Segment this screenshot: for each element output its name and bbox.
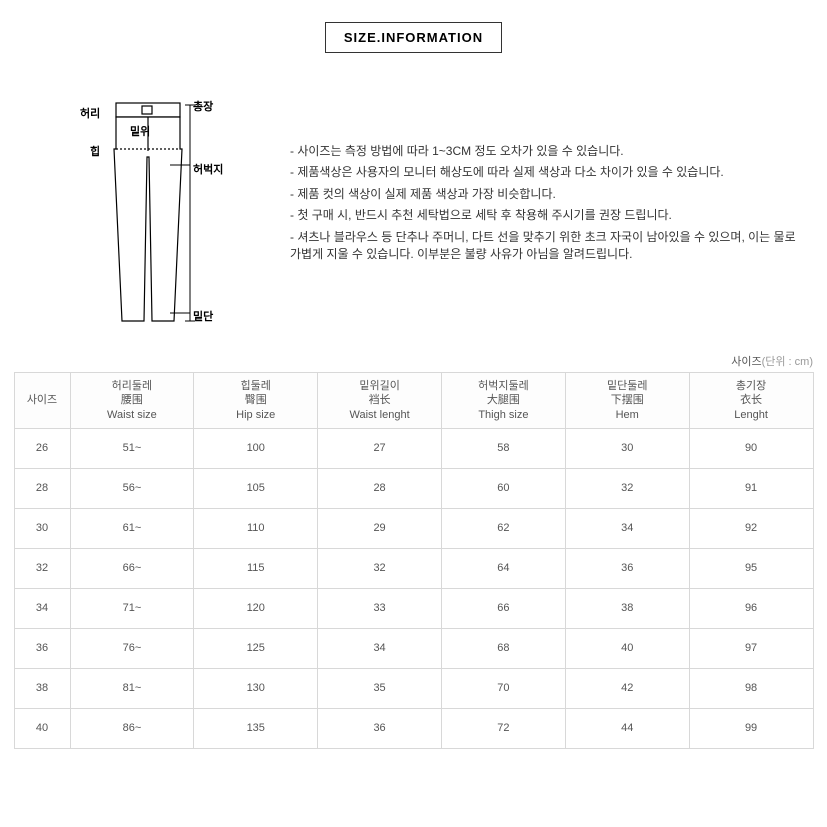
table-cell: 51~ bbox=[70, 428, 194, 468]
table-cell: 32 bbox=[318, 548, 442, 588]
table-row: 3061~11029623492 bbox=[14, 508, 813, 548]
table-cell: 72 bbox=[441, 708, 565, 748]
table-cell: 32 bbox=[565, 468, 689, 508]
col-hip: 힙둘레臀围Hip size bbox=[194, 373, 318, 429]
table-caption: 사이즈(단위 : cm) bbox=[0, 353, 827, 372]
note-line-4: - 첫 구매 시, 반드시 추천 세탁법으로 세탁 후 착용해 주시기를 권장 … bbox=[290, 207, 797, 224]
col-length: 총기장衣长Lenght bbox=[689, 373, 813, 429]
col-rise: 밑위길이裆长Waist lenght bbox=[318, 373, 442, 429]
table-cell: 135 bbox=[194, 708, 318, 748]
top-section: 허리 힙 총장 밑위 허벅지 밑단 - 사이즈는 측정 방법에 따라 1~3CM… bbox=[0, 53, 827, 353]
table-header-row: 사이즈 허리둘레腰围Waist size 힙둘레臀围Hip size 밑위길이裆… bbox=[14, 373, 813, 429]
table-cell: 36 bbox=[318, 708, 442, 748]
table-cell: 38 bbox=[14, 668, 70, 708]
table-cell: 30 bbox=[565, 428, 689, 468]
table-cell: 42 bbox=[565, 668, 689, 708]
table-cell: 58 bbox=[441, 428, 565, 468]
table-cell: 125 bbox=[194, 628, 318, 668]
col-hem: 밑단둘레下摆围Hem bbox=[565, 373, 689, 429]
table-cell: 66 bbox=[441, 588, 565, 628]
table-cell: 27 bbox=[318, 428, 442, 468]
table-cell: 36 bbox=[565, 548, 689, 588]
table-cell: 62 bbox=[441, 508, 565, 548]
table-cell: 60 bbox=[441, 468, 565, 508]
size-table: 사이즈 허리둘레腰围Waist size 힙둘레臀围Hip size 밑위길이裆… bbox=[14, 372, 814, 749]
table-cell: 26 bbox=[14, 428, 70, 468]
table-cell: 30 bbox=[14, 508, 70, 548]
note-line-1: - 사이즈는 측정 방법에 따라 1~3CM 정도 오차가 있을 수 있습니다. bbox=[290, 143, 797, 160]
table-cell: 100 bbox=[194, 428, 318, 468]
table-cell: 44 bbox=[565, 708, 689, 748]
note-line-5: - 셔츠나 블라우스 등 단추나 주머니, 다트 선을 맞추기 위한 초크 자국… bbox=[290, 229, 797, 264]
table-cell: 130 bbox=[194, 668, 318, 708]
table-cell: 68 bbox=[441, 628, 565, 668]
table-cell: 36 bbox=[14, 628, 70, 668]
table-cell: 90 bbox=[689, 428, 813, 468]
label-hip: 힙 bbox=[90, 143, 100, 159]
table-cell: 71~ bbox=[70, 588, 194, 628]
table-cell: 40 bbox=[565, 628, 689, 668]
table-cell: 40 bbox=[14, 708, 70, 748]
table-cell: 61~ bbox=[70, 508, 194, 548]
pants-diagram: 허리 힙 총장 밑위 허벅지 밑단 bbox=[30, 83, 260, 343]
table-cell: 95 bbox=[689, 548, 813, 588]
table-cell: 98 bbox=[689, 668, 813, 708]
table-cell: 28 bbox=[318, 468, 442, 508]
table-cell: 96 bbox=[689, 588, 813, 628]
table-row: 3266~11532643695 bbox=[14, 548, 813, 588]
table-row: 4086~13536724499 bbox=[14, 708, 813, 748]
table-cell: 91 bbox=[689, 468, 813, 508]
table-row: 2651~10027583090 bbox=[14, 428, 813, 468]
col-thigh: 허벅지둘레大腿围Thigh size bbox=[441, 373, 565, 429]
col-size: 사이즈 bbox=[14, 373, 70, 429]
table-cell: 110 bbox=[194, 508, 318, 548]
table-cell: 64 bbox=[441, 548, 565, 588]
note-line-3: - 제품 컷의 색상이 실제 제품 색상과 가장 비슷합니다. bbox=[290, 186, 797, 203]
table-cell: 70 bbox=[441, 668, 565, 708]
table-cell: 33 bbox=[318, 588, 442, 628]
table-row: 2856~10528603291 bbox=[14, 468, 813, 508]
table-cell: 81~ bbox=[70, 668, 194, 708]
table-cell: 115 bbox=[194, 548, 318, 588]
table-cell: 66~ bbox=[70, 548, 194, 588]
table-cell: 86~ bbox=[70, 708, 194, 748]
table-cell: 34 bbox=[14, 588, 70, 628]
table-cell: 92 bbox=[689, 508, 813, 548]
table-cell: 38 bbox=[565, 588, 689, 628]
table-cell: 99 bbox=[689, 708, 813, 748]
table-cell: 120 bbox=[194, 588, 318, 628]
diagram-lines bbox=[100, 93, 220, 333]
size-info-header: SIZE.INFORMATION bbox=[325, 22, 502, 53]
table-cell: 105 bbox=[194, 468, 318, 508]
table-cell: 56~ bbox=[70, 468, 194, 508]
table-cell: 28 bbox=[14, 468, 70, 508]
table-cell: 35 bbox=[318, 668, 442, 708]
table-row: 3676~12534684097 bbox=[14, 628, 813, 668]
table-row: 3881~13035704298 bbox=[14, 668, 813, 708]
table-cell: 34 bbox=[318, 628, 442, 668]
label-waist: 허리 bbox=[80, 105, 100, 121]
table-cell: 76~ bbox=[70, 628, 194, 668]
notes: - 사이즈는 측정 방법에 따라 1~3CM 정도 오차가 있을 수 있습니다.… bbox=[290, 83, 797, 343]
table-cell: 97 bbox=[689, 628, 813, 668]
col-waist: 허리둘레腰围Waist size bbox=[70, 373, 194, 429]
table-row: 3471~12033663896 bbox=[14, 588, 813, 628]
table-cell: 34 bbox=[565, 508, 689, 548]
note-line-2: - 제품색상은 사용자의 모니터 해상도에 따라 실제 색상과 다소 차이가 있… bbox=[290, 164, 797, 181]
table-cell: 32 bbox=[14, 548, 70, 588]
table-cell: 29 bbox=[318, 508, 442, 548]
